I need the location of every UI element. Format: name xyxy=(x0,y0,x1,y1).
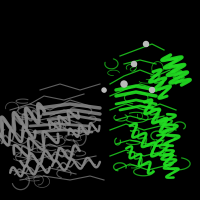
Circle shape xyxy=(121,81,127,87)
Circle shape xyxy=(132,62,136,66)
Circle shape xyxy=(102,88,106,92)
Circle shape xyxy=(150,87,154,92)
Circle shape xyxy=(144,42,148,46)
